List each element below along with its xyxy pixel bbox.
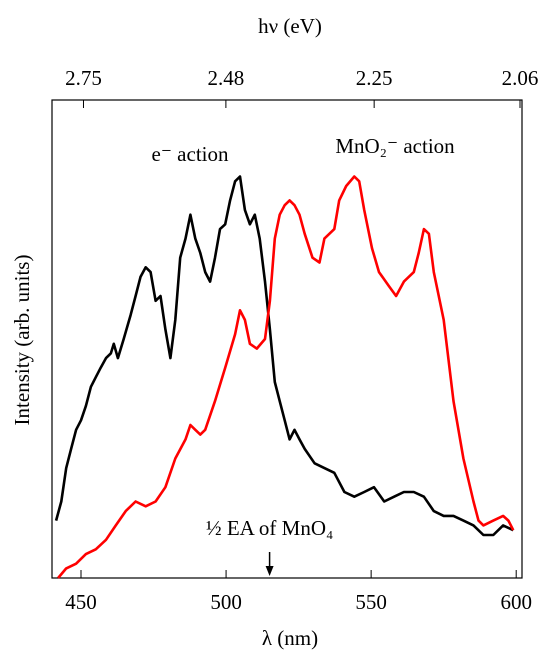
legend-label: e⁻ action <box>152 142 229 166</box>
series-line <box>57 175 515 579</box>
series-line <box>54 175 514 537</box>
x-axis-title: λ (nm) <box>262 626 318 650</box>
x2-tick-label: 2.06 <box>502 66 539 90</box>
x-tick-label: 450 <box>65 590 97 614</box>
annotation-arrowhead <box>265 566 274 576</box>
plot-frame <box>51 99 523 579</box>
x-tick-label: 550 <box>355 590 387 614</box>
x2-tick-label: 2.48 <box>208 66 245 90</box>
annotation: ½ EA of MnO₄ <box>206 516 334 540</box>
y-axis-title: Intensity (arb. units) <box>10 255 34 426</box>
x2-tick-label: 2.25 <box>356 66 393 90</box>
top-axis-title: hν (eV) <box>258 14 322 38</box>
x2-tick-label: 2.75 <box>65 66 102 90</box>
x-tick-label: 500 <box>210 590 242 614</box>
legend-label: MnO₂⁻ action <box>335 134 455 158</box>
x-tick-label: 600 <box>500 590 532 614</box>
